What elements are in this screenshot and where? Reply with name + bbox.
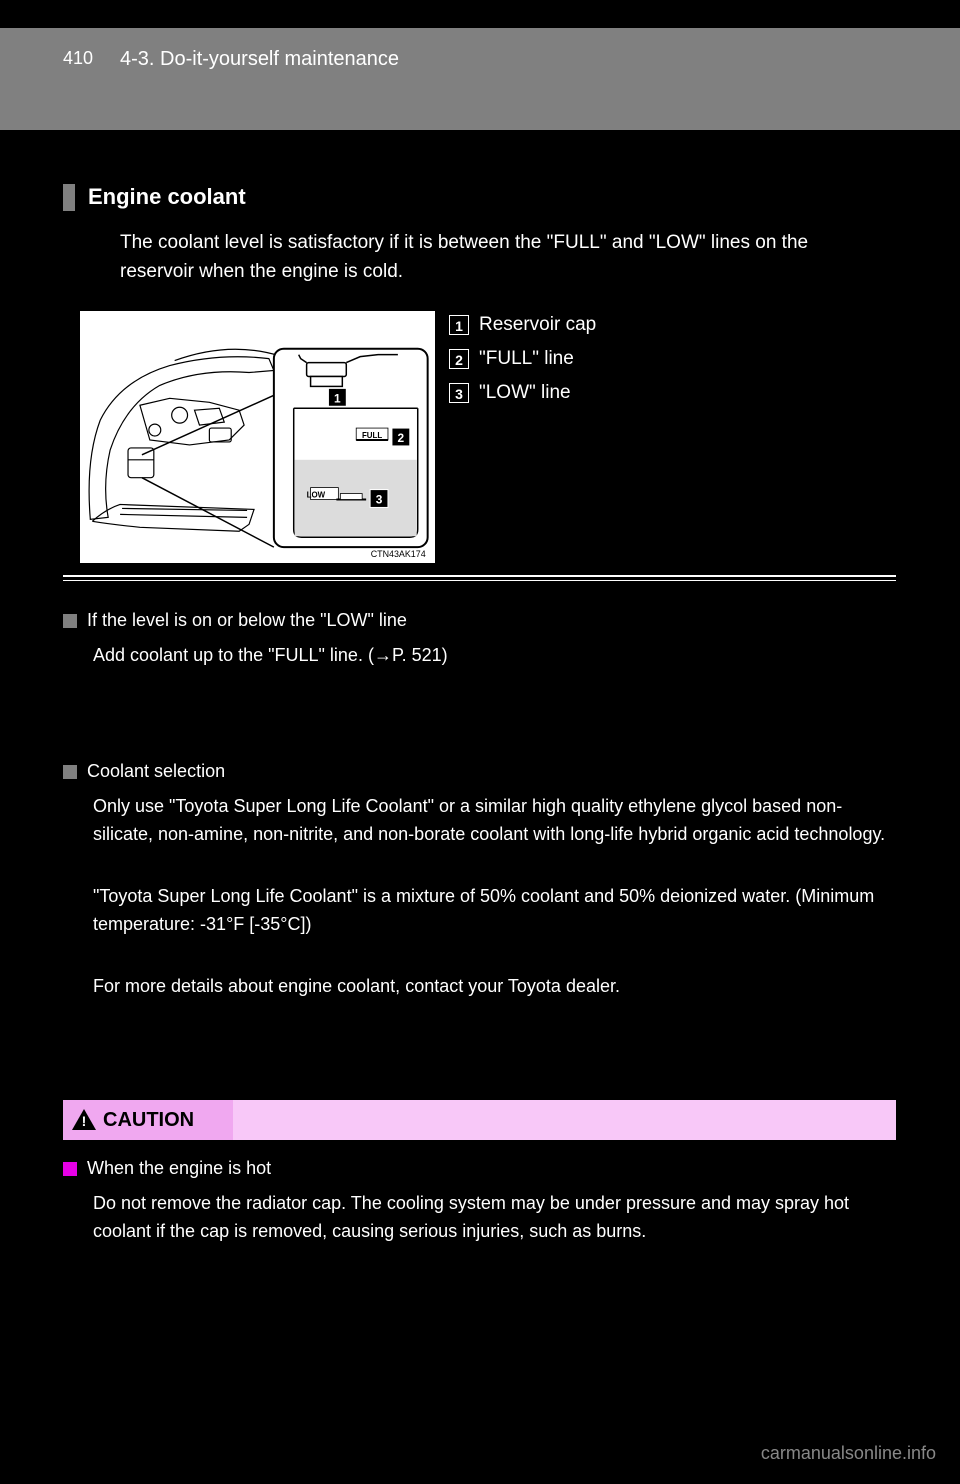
subheading-coolant-selection: Coolant selection <box>63 761 225 782</box>
subheading-1-text: If the level is on or below the "LOW" li… <box>87 610 407 631</box>
diagram-full-label: FULL <box>362 431 382 440</box>
subheading-low-line: If the level is on or below the "LOW" li… <box>63 610 407 631</box>
callout-reservoir-cap: 1 Reservoir cap <box>449 314 596 336</box>
marker-1-icon: 1 <box>449 315 469 335</box>
svg-text:!: ! <box>82 1113 87 1129</box>
square-bullet-magenta-icon <box>63 1162 77 1176</box>
header-band <box>0 28 960 130</box>
diagram-ref-code: CTN43AK174 <box>371 549 426 559</box>
caution-label: ! CAUTION <box>63 1100 233 1140</box>
intro-paragraph: The coolant level is satisfactory if it … <box>120 228 880 287</box>
marker-2-icon: 2 <box>449 349 469 369</box>
callout-3-label: "LOW" line <box>479 382 571 404</box>
divider-line-top <box>63 575 896 577</box>
engine-compartment-diagram: FULL LOW 1 2 3 CTN43AK174 <box>79 310 436 564</box>
callout-2-label: "FULL" line <box>479 348 574 370</box>
heading-engine-coolant: Engine coolant <box>88 184 246 210</box>
paragraph-coolant-mixture: "Toyota Super Long Life Coolant" is a mi… <box>93 883 893 939</box>
section-title: 4-3. Do-it-yourself maintenance <box>120 48 399 71</box>
square-bullet-icon <box>63 614 77 628</box>
divider-line-bottom <box>63 580 896 581</box>
subheading-2-text: Coolant selection <box>87 761 225 782</box>
diagram-low-label: LOW <box>307 491 326 500</box>
watermark-text: carmanualsonline.info <box>761 1443 936 1464</box>
paragraph-coolant-type: Only use "Toyota Super Long Life Coolant… <box>93 793 893 849</box>
marker-3-icon: 3 <box>449 383 469 403</box>
caution-body-text: Do not remove the radiator cap. The cool… <box>93 1190 893 1246</box>
callout-low-line: 3 "LOW" line <box>449 382 571 404</box>
svg-text:1: 1 <box>334 391 341 405</box>
paragraph-add-coolant: Add coolant up to the "FULL" line. (→P. … <box>93 642 893 670</box>
caution-subhead-text: When the engine is hot <box>87 1158 271 1179</box>
caution-subheading: When the engine is hot <box>63 1158 271 1179</box>
callout-1-label: Reservoir cap <box>479 314 596 336</box>
heading-side-bar <box>63 184 75 211</box>
svg-text:2: 2 <box>398 431 405 445</box>
callout-full-line: 2 "FULL" line <box>449 348 574 370</box>
page-number: 410 <box>63 48 93 69</box>
svg-text:3: 3 <box>376 493 383 507</box>
paragraph-contact-dealer: For more details about engine coolant, c… <box>93 973 893 1001</box>
square-bullet-icon <box>63 765 77 779</box>
caution-label-text: CAUTION <box>103 1109 194 1132</box>
warning-triangle-icon: ! <box>71 1108 97 1132</box>
